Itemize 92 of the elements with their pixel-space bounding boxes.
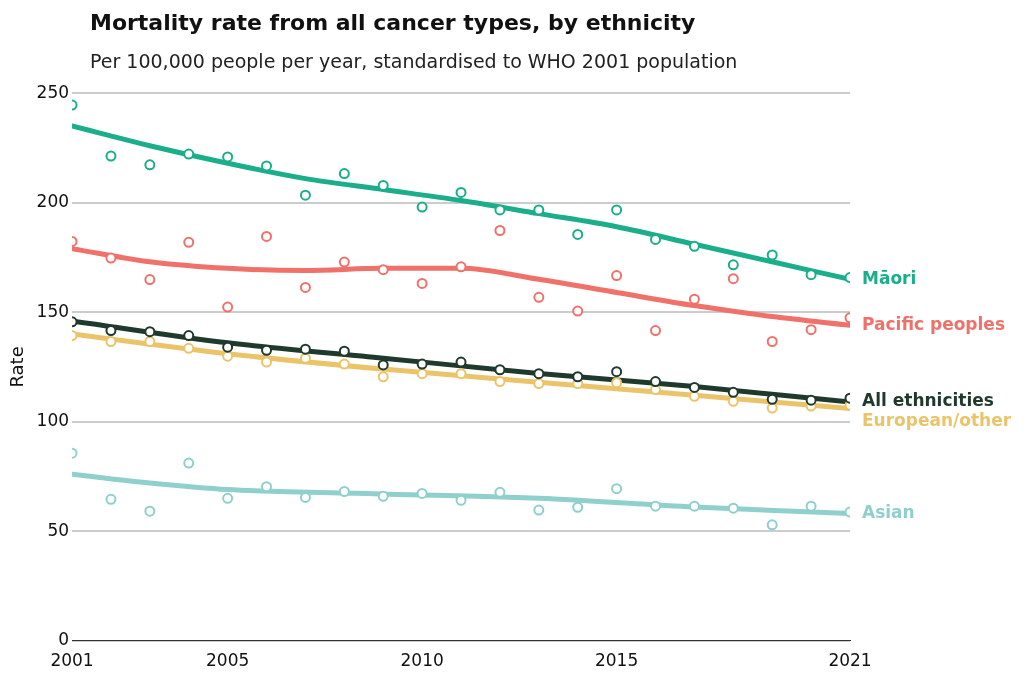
point: [222, 301, 234, 313]
point: [105, 336, 117, 347]
point: [144, 336, 156, 347]
y-tick-label: 100: [36, 410, 70, 431]
point: [766, 519, 778, 531]
point: [688, 240, 700, 252]
y-tick-label: 200: [36, 191, 70, 212]
point: [183, 342, 195, 354]
x-tick-label: 2010: [400, 650, 444, 671]
point: [455, 261, 467, 273]
y-axis-title: Rate: [6, 346, 28, 388]
point: [727, 259, 739, 271]
point: [650, 325, 662, 337]
point: [222, 151, 234, 163]
point: [533, 378, 545, 390]
point: [455, 186, 467, 198]
point: [416, 368, 428, 380]
point: [688, 381, 700, 393]
point: [416, 487, 428, 499]
point: [572, 228, 584, 240]
point: [494, 224, 506, 236]
point: [611, 483, 623, 495]
point: [105, 150, 117, 162]
point: [299, 343, 311, 355]
point: [183, 148, 195, 160]
point: [805, 324, 817, 336]
point: [766, 249, 778, 261]
point: [261, 230, 273, 242]
point: [688, 293, 700, 305]
y-tick-label: 250: [36, 81, 70, 102]
y-tick-label: 150: [36, 300, 70, 321]
point: [727, 502, 739, 514]
point: [572, 371, 584, 383]
point: [416, 277, 428, 289]
point: [261, 344, 273, 356]
point: [650, 500, 662, 512]
point: [338, 485, 350, 497]
point: [377, 359, 389, 371]
point: [533, 368, 545, 380]
point: [183, 236, 195, 248]
series-label: European/other: [862, 410, 1012, 431]
point: [338, 345, 350, 357]
x-tick-label: 2001: [50, 650, 94, 671]
point: [688, 500, 700, 512]
point: [144, 326, 156, 338]
point: [183, 457, 195, 469]
point: [416, 358, 428, 370]
point: [494, 376, 506, 388]
point: [144, 159, 156, 171]
point: [494, 204, 506, 216]
point: [572, 501, 584, 513]
point: [727, 386, 739, 398]
point: [533, 504, 545, 516]
x-tick-label: 2015: [594, 650, 639, 671]
point: [338, 256, 350, 268]
point: [222, 350, 234, 362]
point: [650, 376, 662, 388]
point: [572, 305, 584, 317]
point: [338, 358, 350, 370]
point: [377, 371, 389, 383]
point: [611, 204, 623, 216]
point: [299, 189, 311, 201]
point: [688, 390, 700, 402]
point: [144, 505, 156, 517]
point: [377, 490, 389, 502]
point: [416, 201, 428, 213]
chart-title: Mortality rate from all cancer types, by ethnicity: [90, 10, 696, 35]
point: [727, 273, 739, 285]
point: [338, 168, 350, 180]
series-label: Asian: [862, 502, 915, 523]
point: [611, 270, 623, 282]
x-tick-label: 2005: [206, 650, 250, 671]
point: [183, 330, 195, 342]
point: [377, 264, 389, 276]
x-tick-label: 2021: [828, 650, 872, 671]
point: [144, 274, 156, 286]
series-label: All ethnicities: [862, 390, 994, 411]
point: [494, 364, 506, 376]
point: [611, 366, 623, 378]
y-tick-label: 50: [47, 519, 70, 540]
point: [105, 252, 117, 264]
series-label: Māori: [862, 267, 917, 288]
series-label: Pacific peoples: [862, 313, 1005, 334]
point: [766, 336, 778, 347]
point: [105, 493, 117, 505]
chart-subtitle: Per 100,000 people per year, standardised to WHO 2001 population: [90, 50, 738, 72]
point: [533, 291, 545, 303]
y-tick-label: 0: [58, 629, 70, 650]
point: [455, 368, 467, 380]
point: [299, 281, 311, 293]
point: [222, 492, 234, 504]
point: [805, 394, 817, 406]
